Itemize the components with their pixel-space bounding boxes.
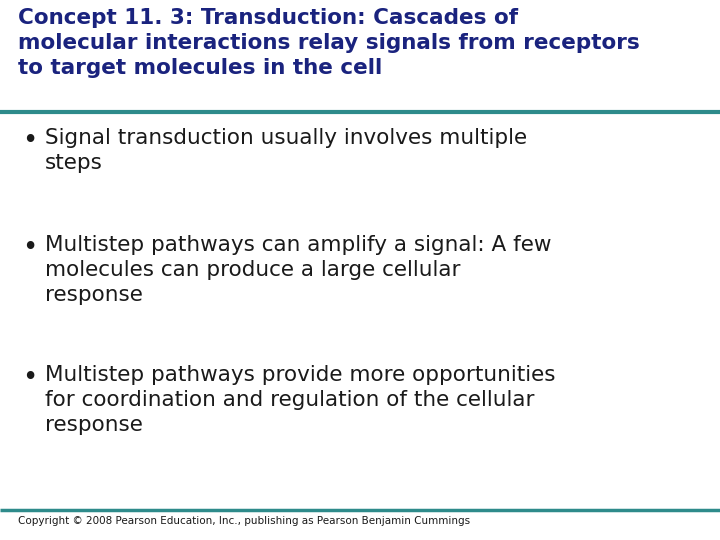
Text: Multistep pathways can amplify a signal: A few
molecules can produce a large cel: Multistep pathways can amplify a signal:… xyxy=(45,235,552,305)
Text: •: • xyxy=(22,365,37,391)
Text: •: • xyxy=(22,235,37,261)
Text: Copyright © 2008 Pearson Education, Inc., publishing as Pearson Benjamin Cumming: Copyright © 2008 Pearson Education, Inc.… xyxy=(18,516,470,526)
Text: •: • xyxy=(22,128,37,154)
Text: Multistep pathways provide more opportunities
for coordination and regulation of: Multistep pathways provide more opportun… xyxy=(45,365,556,435)
Text: Signal transduction usually involves multiple
steps: Signal transduction usually involves mul… xyxy=(45,128,527,173)
Text: Concept 11. 3: Transduction: Cascades of
molecular interactions relay signals fr: Concept 11. 3: Transduction: Cascades of… xyxy=(18,8,640,78)
